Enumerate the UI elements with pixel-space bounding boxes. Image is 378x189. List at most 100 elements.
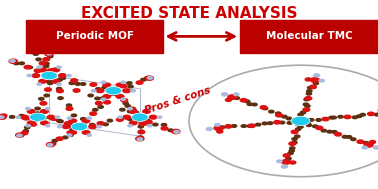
Circle shape — [121, 81, 125, 83]
Circle shape — [88, 94, 93, 97]
Circle shape — [269, 110, 274, 113]
Circle shape — [30, 115, 35, 118]
Circle shape — [81, 118, 86, 120]
Circle shape — [147, 108, 152, 110]
Circle shape — [129, 107, 136, 111]
Circle shape — [116, 83, 124, 87]
Circle shape — [28, 47, 34, 50]
Circle shape — [252, 103, 257, 106]
Circle shape — [125, 105, 130, 107]
Circle shape — [82, 119, 90, 123]
Circle shape — [168, 129, 173, 132]
Circle shape — [87, 117, 91, 119]
Circle shape — [290, 147, 295, 149]
Circle shape — [129, 121, 137, 125]
Circle shape — [45, 108, 50, 110]
Circle shape — [67, 122, 73, 125]
Circle shape — [313, 125, 318, 128]
Circle shape — [57, 66, 61, 68]
Circle shape — [289, 142, 296, 145]
Circle shape — [296, 128, 301, 131]
Circle shape — [51, 117, 57, 120]
Circle shape — [303, 103, 308, 106]
Circle shape — [321, 129, 327, 132]
Circle shape — [35, 107, 40, 110]
Circle shape — [40, 121, 48, 125]
Circle shape — [105, 87, 122, 95]
Circle shape — [146, 120, 152, 124]
Circle shape — [127, 82, 132, 84]
Circle shape — [71, 114, 77, 117]
Text: EXCITED STATE ANALYSIS: EXCITED STATE ANALYSIS — [81, 6, 297, 21]
Circle shape — [32, 74, 40, 77]
Circle shape — [44, 62, 49, 65]
FancyBboxPatch shape — [240, 20, 378, 53]
Circle shape — [109, 93, 115, 95]
Circle shape — [21, 131, 28, 135]
Circle shape — [41, 110, 48, 113]
Circle shape — [52, 79, 59, 83]
Circle shape — [147, 77, 153, 79]
Circle shape — [351, 138, 356, 141]
Text: Molecular TMC: Molecular TMC — [266, 31, 352, 41]
Circle shape — [276, 112, 281, 115]
Circle shape — [93, 108, 98, 111]
Circle shape — [10, 60, 15, 62]
Circle shape — [220, 126, 225, 129]
Circle shape — [57, 119, 62, 122]
Circle shape — [38, 117, 43, 120]
Circle shape — [73, 89, 80, 92]
Circle shape — [46, 143, 55, 147]
Circle shape — [362, 146, 367, 149]
Circle shape — [103, 83, 110, 87]
Circle shape — [107, 119, 113, 122]
Circle shape — [335, 132, 341, 136]
Circle shape — [346, 136, 352, 138]
Circle shape — [287, 122, 293, 124]
Circle shape — [295, 123, 301, 125]
Circle shape — [338, 115, 343, 118]
Circle shape — [161, 123, 167, 126]
Circle shape — [120, 84, 127, 88]
Circle shape — [283, 154, 290, 157]
Circle shape — [322, 117, 329, 121]
Circle shape — [50, 75, 56, 77]
Circle shape — [28, 110, 35, 113]
Circle shape — [307, 90, 312, 92]
Circle shape — [363, 142, 369, 144]
Circle shape — [81, 123, 86, 126]
Circle shape — [303, 108, 310, 111]
Circle shape — [52, 68, 60, 72]
Circle shape — [80, 123, 85, 126]
Circle shape — [256, 123, 261, 126]
Circle shape — [82, 130, 90, 134]
Circle shape — [128, 125, 132, 127]
Circle shape — [30, 123, 37, 126]
Circle shape — [129, 110, 137, 113]
Circle shape — [23, 117, 29, 120]
Circle shape — [91, 90, 96, 92]
Circle shape — [133, 111, 139, 114]
Circle shape — [276, 113, 282, 117]
Circle shape — [96, 88, 101, 90]
Circle shape — [248, 124, 255, 127]
Circle shape — [139, 122, 146, 126]
Circle shape — [267, 122, 273, 125]
Circle shape — [43, 58, 50, 61]
Circle shape — [277, 160, 282, 163]
Circle shape — [116, 94, 124, 98]
Circle shape — [161, 127, 168, 130]
Circle shape — [63, 136, 68, 139]
Circle shape — [143, 121, 150, 125]
Circle shape — [62, 125, 70, 129]
Circle shape — [289, 149, 294, 152]
Circle shape — [71, 122, 88, 131]
Circle shape — [319, 79, 324, 82]
Circle shape — [48, 69, 54, 72]
Circle shape — [96, 89, 104, 93]
Circle shape — [89, 125, 96, 129]
Circle shape — [69, 130, 76, 134]
Circle shape — [87, 134, 91, 136]
Circle shape — [67, 74, 71, 77]
Circle shape — [41, 71, 57, 80]
